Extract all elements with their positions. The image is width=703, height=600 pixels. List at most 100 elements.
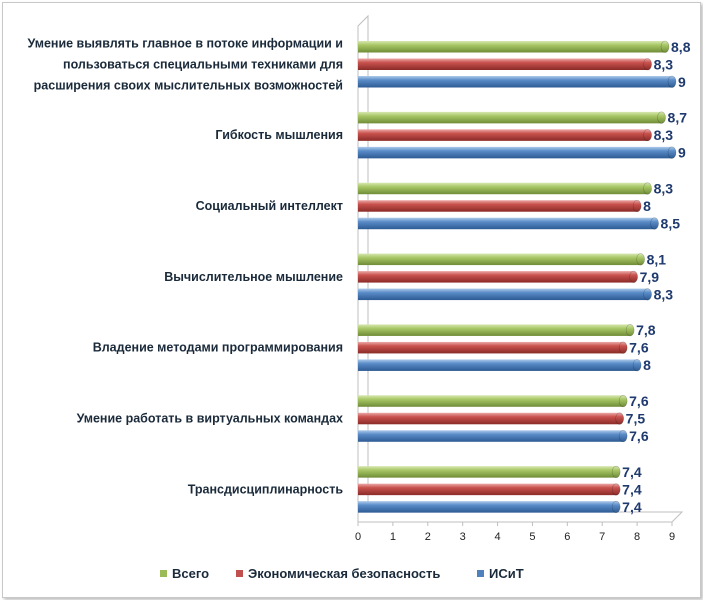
bar-cap (667, 75, 677, 88)
category-label: пользоваться специальными техниками для (63, 57, 343, 71)
data-label: 7,6 (629, 393, 649, 409)
bar (358, 40, 670, 53)
legend-label: ИСиТ (489, 566, 524, 581)
legend-item: Экономическая безопасность (236, 566, 440, 581)
bar (358, 288, 652, 301)
data-label: 7,6 (629, 428, 649, 444)
bar-cap (618, 394, 628, 408)
bar (358, 341, 628, 354)
category-label: Умение выявлять главное в потоке информа… (28, 36, 343, 50)
bar-cap (643, 182, 652, 195)
category-labels: Умение выявлять главное в потоке информа… (28, 36, 344, 496)
bar-body (358, 341, 624, 354)
bar-body (358, 217, 655, 230)
legend-swatch (477, 570, 484, 577)
bar (358, 324, 635, 337)
bar-cap (643, 288, 652, 301)
category-label: Владение методами программирования (93, 341, 343, 355)
bar (358, 199, 642, 213)
bar-cap (643, 58, 652, 71)
category-label: Вычислительное мышление (164, 270, 343, 284)
data-label: 9 (678, 145, 686, 161)
bar (358, 394, 628, 408)
data-label: 7,4 (622, 464, 642, 480)
x-tick-label: 7 (599, 531, 605, 543)
data-label: 8,3 (654, 56, 674, 72)
bar (358, 253, 645, 266)
bar-body (358, 412, 620, 425)
bar-body (358, 41, 666, 53)
bar-cap (667, 146, 677, 159)
x-tick-label: 4 (494, 531, 500, 543)
bar-body (358, 466, 617, 478)
bars: 8,88,398,78,398,388,58,17,98,37,87,687,6… (358, 39, 691, 515)
bar-cap (636, 253, 645, 266)
bar-cap (611, 500, 621, 513)
x-tick-label: 2 (425, 531, 431, 543)
bar-body (358, 359, 638, 371)
x-tick-label: 5 (529, 531, 535, 543)
data-label: 7,5 (626, 411, 646, 427)
bar-body (358, 146, 672, 159)
bar-cap (611, 465, 621, 478)
data-label: 8,5 (661, 215, 681, 231)
bar-cap (629, 270, 638, 283)
category-label: Социальный интеллект (196, 199, 343, 213)
bar-body (358, 200, 638, 212)
bar-body (358, 182, 648, 195)
bar (358, 429, 628, 443)
data-label: 7,6 (629, 340, 649, 356)
legend-label: Экономическая безопасность (248, 566, 440, 581)
bar-body (358, 58, 648, 70)
data-label: 8,7 (668, 110, 688, 126)
bar-body (358, 430, 624, 442)
bar-body (358, 129, 648, 141)
data-label: 9 (678, 74, 686, 90)
bar-body (358, 111, 662, 124)
bar-cap (618, 341, 628, 354)
bar (358, 465, 621, 478)
legend-swatch (160, 570, 167, 577)
bar-body (358, 271, 634, 283)
data-label: 7,8 (636, 322, 656, 338)
bar-body (358, 395, 624, 407)
bar-body (358, 76, 672, 88)
data-label: 8,3 (654, 127, 674, 143)
bar-body (358, 288, 648, 301)
x-tick-label: 1 (390, 531, 396, 543)
bar (358, 500, 621, 513)
legend: Всего Экономическая безопасность ИСиТ (160, 566, 524, 581)
bar-cap (660, 40, 670, 53)
legend-label: Всего (172, 566, 209, 581)
data-label: 8,3 (654, 180, 674, 196)
bar (358, 58, 652, 71)
x-tick-label: 3 (460, 531, 466, 543)
y-axis-wall (357, 14, 369, 522)
bar (358, 270, 638, 283)
data-label: 8,8 (671, 39, 691, 55)
bar-cap (615, 412, 624, 425)
bar-body (358, 501, 617, 513)
bar-cap (650, 217, 659, 230)
bar (358, 359, 642, 372)
bar (358, 129, 652, 142)
bar-body (358, 253, 641, 266)
bar-cap (618, 429, 628, 443)
legend-item: Всего (160, 566, 209, 581)
x-tick-label: 6 (564, 531, 570, 543)
bar-body (358, 324, 631, 336)
data-label: 7,9 (640, 269, 660, 285)
legend-item: ИСиТ (477, 566, 524, 581)
data-label: 8,3 (654, 286, 674, 302)
legend-swatch (236, 570, 243, 577)
bar-cap (632, 199, 642, 213)
data-label: 7,4 (622, 481, 642, 497)
data-label: 8 (643, 198, 651, 214)
x-tick-label: 8 (634, 531, 640, 543)
category-label: Гибкость мышления (215, 128, 343, 142)
data-label: 8 (643, 357, 651, 373)
category-label: Трансдисциплинарность (188, 482, 344, 496)
bar (358, 483, 621, 496)
bar (358, 146, 677, 159)
